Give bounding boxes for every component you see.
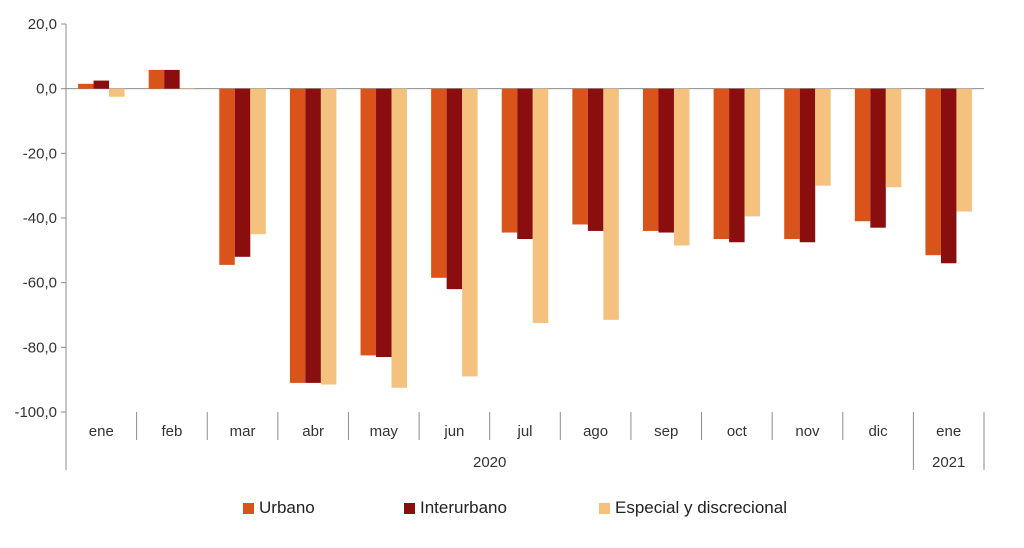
x-tick-label: jun [443, 423, 464, 440]
bar-interurbano-1 [164, 69, 180, 89]
x-tick-label: abr [302, 423, 324, 440]
bar-interurbano-0 [93, 80, 110, 89]
x-tick-label: oct [727, 423, 748, 440]
y-tick-label: -40,0 [23, 210, 57, 227]
bar-interurbano-12 [940, 88, 957, 264]
y-tick-label: -60,0 [23, 275, 57, 292]
bar-urbano-5 [431, 88, 447, 278]
x-tick-label: ene [936, 423, 961, 440]
bar-urbano-7 [572, 88, 588, 225]
bar-interurbano-6 [517, 88, 533, 240]
bar-interurbano-9 [729, 88, 745, 243]
y-tick-label: -20,0 [23, 145, 57, 162]
y-tick-label: -100,0 [14, 404, 57, 421]
bar-especial-y-discrecional-3 [320, 88, 337, 385]
legend-swatch [404, 502, 415, 514]
bar-especial-y-discrecional-0 [109, 88, 125, 97]
bar-urbano-4 [360, 88, 377, 356]
y-tick-label: 20,0 [28, 16, 57, 33]
bar-especial-y-discrecional-6 [532, 88, 549, 324]
bar-especial-y-discrecional-9 [744, 88, 761, 217]
legend-label: Urbano [259, 498, 315, 517]
bar-interurbano-2 [234, 88, 251, 257]
bar-especial-y-discrecional-7 [603, 88, 619, 320]
legend-label: Interurbano [420, 498, 507, 517]
bar-urbano-2 [219, 88, 235, 265]
bars [78, 69, 972, 388]
legend-swatch [599, 502, 610, 514]
bar-urbano-10 [784, 88, 800, 240]
bar-especial-y-discrecional-11 [885, 88, 902, 188]
bar-urbano-0 [78, 83, 94, 89]
bar-urbano-9 [713, 88, 730, 240]
bar-urbano-8 [642, 88, 659, 231]
bar-urbano-6 [501, 88, 518, 233]
legend-swatch [243, 502, 254, 514]
bar-especial-y-discrecional-12 [956, 88, 972, 212]
bar-especial-y-discrecional-5 [462, 88, 478, 377]
year-label: 2020 [473, 454, 506, 471]
x-tick-label: ene [89, 423, 114, 440]
bar-interurbano-3 [305, 88, 321, 383]
legend-item: Urbano [243, 498, 315, 518]
x-tick-label: dic [868, 423, 888, 440]
bar-interurbano-10 [799, 88, 816, 243]
bar-interurbano-5 [446, 88, 463, 290]
x-tick-label: sep [654, 423, 678, 440]
bar-urbano-3 [289, 88, 306, 383]
x-tick-label: nov [795, 423, 820, 440]
bar-especial-y-discrecional-1 [179, 88, 196, 90]
bar-especial-y-discrecional-4 [391, 88, 408, 388]
x-tick-label: feb [161, 423, 182, 440]
legend-item: Interurbano [404, 498, 507, 518]
bar-interurbano-11 [870, 88, 886, 228]
bar-interurbano-7 [587, 88, 604, 231]
x-tick-label: may [370, 423, 399, 440]
bar-interurbano-8 [658, 88, 674, 233]
x-tick-label: ago [583, 423, 608, 440]
bar-urbano-11 [854, 88, 871, 222]
y-tick-label: -80,0 [23, 339, 57, 356]
x-tick-label: mar [230, 423, 256, 440]
year-label: 2021 [932, 454, 965, 471]
bar-especial-y-discrecional-10 [815, 88, 831, 186]
y-tick-label: 0,0 [36, 81, 57, 98]
bar-especial-y-discrecional-8 [673, 88, 690, 246]
legend: Urbano Interurbano Especial y discrecional [0, 498, 1024, 528]
bar-urbano-12 [925, 88, 941, 256]
bar-interurbano-4 [376, 88, 392, 358]
bar-urbano-1 [148, 69, 165, 89]
x-axis: ene feb mar abr may jun jul ago sep oct nov dic ene 2… [65, 412, 985, 471]
bar-especial-y-discrecional-2 [250, 88, 266, 235]
legend-label: Especial y discrecional [615, 498, 787, 517]
legend-item: Especial y discrecional [599, 498, 787, 518]
x-tick-label: jul [516, 423, 532, 440]
